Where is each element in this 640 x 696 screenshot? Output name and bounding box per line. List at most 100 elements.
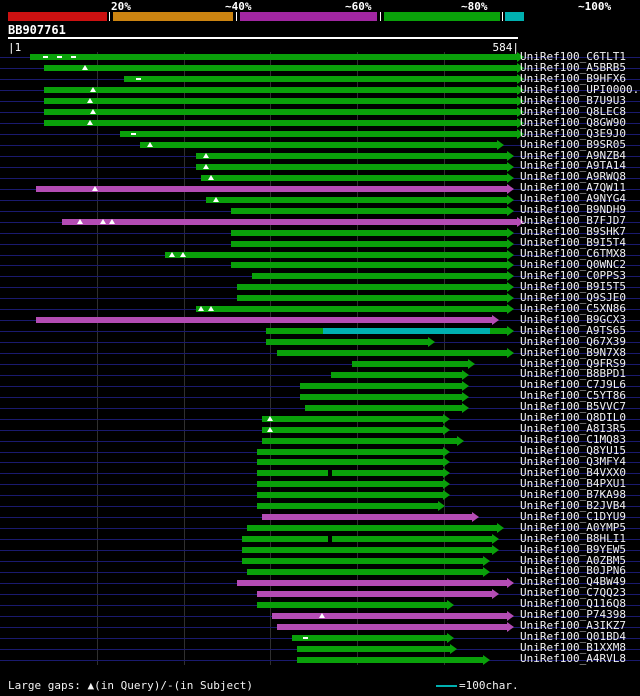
alignment-label[interactable]: UniRef100_C0PPS3 — [520, 268, 626, 282]
alignment-bar-segment[interactable] — [247, 525, 498, 532]
alignment-label[interactable]: UniRef100_Q116Q8 — [520, 597, 626, 611]
alignment-bar-segment[interactable] — [195, 163, 507, 170]
alignment-bar-segment[interactable] — [43, 87, 517, 94]
alignment-bar-segment[interactable] — [277, 623, 507, 630]
alignment-bar-segment[interactable] — [292, 634, 447, 641]
alignment-bar-segment[interactable] — [123, 76, 517, 83]
alignment-label[interactable]: UniRef100_B7KA98 — [520, 487, 626, 501]
alignment-bar-segment[interactable] — [29, 54, 517, 61]
alignment-label[interactable]: UniRef100_B9I5T4 — [520, 236, 626, 250]
alignment-bar-segment[interactable] — [200, 174, 507, 181]
alignment-bar-segment[interactable] — [231, 207, 507, 214]
alignment-bar-segment[interactable] — [299, 393, 463, 400]
alignment-label[interactable]: UniRef100_A9NYG4 — [520, 192, 626, 206]
alignment-label[interactable]: UniRef100_C1MQ83 — [520, 433, 626, 447]
alignment-label[interactable]: UniRef100_Q9SJE0 — [520, 290, 626, 304]
alignment-label[interactable]: UniRef100_A9TS65 — [520, 323, 626, 337]
alignment-bar-segment[interactable] — [261, 437, 458, 444]
alignment-bar-segment[interactable] — [43, 98, 517, 105]
alignment-label[interactable]: UniRef100_Q67X39 — [520, 334, 626, 348]
alignment-label[interactable]: UniRef100_B2JVB4 — [520, 498, 626, 512]
alignment-label[interactable]: UniRef100_B9N7X8 — [520, 345, 626, 359]
alignment-label[interactable]: UniRef100_B8HLI1 — [520, 531, 626, 545]
alignment-bar-segment[interactable] — [323, 328, 491, 335]
alignment-bar-segment[interactable] — [272, 612, 507, 619]
alignment-label[interactable]: UniRef100_A4RVL8 — [520, 652, 626, 666]
alignment-bar-segment[interactable] — [257, 470, 444, 477]
alignment-label[interactable]: UniRef100_A0YMP5 — [520, 520, 626, 534]
alignment-bar-segment[interactable] — [257, 601, 447, 608]
alignment-bar-segment[interactable] — [490, 328, 507, 335]
alignment-bar-segment[interactable] — [236, 295, 507, 302]
alignment-bar-segment[interactable] — [36, 317, 492, 324]
alignment-bar-segment[interactable] — [352, 360, 469, 367]
alignment-label[interactable]: UniRef100_Q8DIL0 — [520, 411, 626, 425]
alignment-label[interactable]: UniRef100_Q0WNC2 — [520, 257, 626, 271]
alignment-label[interactable]: UniRef100_Q3E9J0 — [520, 126, 626, 140]
alignment-bar-segment[interactable] — [231, 229, 507, 236]
alignment-label[interactable]: UniRef100_Q01BD4 — [520, 630, 626, 644]
alignment-bar-segment[interactable] — [236, 284, 507, 291]
alignment-bar-segment[interactable] — [241, 547, 492, 554]
alignment-bar-segment[interactable] — [43, 120, 517, 127]
alignment-bar-segment[interactable] — [231, 262, 507, 269]
alignment-label[interactable]: UniRef100_C7QQ23 — [520, 586, 626, 600]
alignment-label[interactable]: UniRef100_B7FJD7 — [520, 214, 626, 228]
alignment-bar-segment[interactable] — [195, 306, 507, 313]
alignment-bar-segment[interactable] — [257, 448, 444, 455]
alignment-bar-segment[interactable] — [231, 240, 507, 247]
alignment-label[interactable]: UniRef100_B9NDH9 — [520, 203, 626, 217]
alignment-bar-segment[interactable] — [331, 371, 463, 378]
alignment-bar-segment[interactable] — [257, 503, 438, 510]
alignment-label[interactable]: UniRef100_C7J9L6 — [520, 378, 626, 392]
alignment-label[interactable]: UniRef100_A3IKZ7 — [520, 619, 626, 633]
alignment-bar-segment[interactable] — [206, 196, 507, 203]
alignment-label[interactable]: UniRef100_C6TLT1 — [520, 50, 626, 63]
alignment-bar-segment[interactable] — [277, 350, 507, 357]
alignment-bar-segment[interactable] — [261, 426, 444, 433]
alignment-bar-segment[interactable] — [241, 536, 492, 543]
alignment-bar-segment[interactable] — [165, 251, 507, 258]
alignment-label[interactable]: UniRef100_UPI0000.. — [520, 82, 640, 96]
alignment-label[interactable]: UniRef100_B7U9U3 — [520, 93, 626, 107]
alignment-label[interactable]: UniRef100_Q3MFY4 — [520, 455, 626, 469]
alignment-bar-segment[interactable] — [297, 656, 484, 663]
alignment-label[interactable]: UniRef100_Q8LEC8 — [520, 104, 626, 118]
alignment-bar-segment[interactable] — [43, 65, 517, 72]
alignment-label[interactable]: UniRef100_B9HFX6 — [520, 71, 626, 85]
alignment-label[interactable]: UniRef100_Q4BW49 — [520, 575, 626, 589]
alignment-label[interactable]: UniRef100_P74398 — [520, 608, 626, 622]
alignment-label[interactable]: UniRef100_Q9FRS9 — [520, 356, 626, 370]
alignment-bar-segment[interactable] — [266, 328, 324, 335]
alignment-label[interactable]: UniRef100_C5XN86 — [520, 301, 626, 315]
alignment-label[interactable]: UniRef100_B9SHK7 — [520, 225, 626, 239]
alignment-bar-segment[interactable] — [261, 514, 472, 521]
alignment-bar-segment[interactable] — [140, 142, 498, 149]
alignment-bar-segment[interactable] — [297, 645, 451, 652]
alignment-bar-segment[interactable] — [305, 404, 463, 411]
alignment-bar-segment[interactable] — [120, 131, 517, 138]
alignment-label[interactable]: UniRef100_B8BPD1 — [520, 367, 626, 381]
alignment-bar-segment[interactable] — [236, 579, 507, 586]
alignment-label[interactable]: UniRef100_B9I5T5 — [520, 279, 626, 293]
alignment-bar-segment[interactable] — [241, 558, 484, 564]
alignment-bar-segment[interactable] — [62, 218, 517, 225]
alignment-bar-segment[interactable] — [266, 339, 428, 346]
alignment-label[interactable]: UniRef100_A5BRB5 — [520, 60, 626, 74]
alignment-label[interactable]: UniRef100_C1DYU9 — [520, 509, 626, 523]
alignment-label[interactable]: UniRef100_C6TMX8 — [520, 247, 626, 261]
alignment-label[interactable]: UniRef100_C5YT86 — [520, 389, 626, 403]
alignment-bar-segment[interactable] — [252, 273, 507, 280]
alignment-label[interactable]: UniRef100_B4VXX0 — [520, 465, 626, 479]
alignment-bar-segment[interactable] — [43, 109, 517, 116]
alignment-label[interactable]: UniRef100_A9RWQ8 — [520, 170, 626, 184]
alignment-bar-segment[interactable] — [257, 481, 444, 488]
alignment-label[interactable]: UniRef100_B1XXM8 — [520, 641, 626, 655]
alignment-label[interactable]: UniRef100_A9TA14 — [520, 159, 626, 173]
alignment-label[interactable]: UniRef100_A8I3R5 — [520, 422, 626, 436]
alignment-bar-segment[interactable] — [195, 152, 507, 159]
alignment-bar-segment[interactable] — [257, 492, 444, 499]
alignment-bar-segment[interactable] — [257, 459, 444, 466]
alignment-bar-segment[interactable] — [247, 568, 484, 575]
alignment-label[interactable]: UniRef100_B5VVC7 — [520, 400, 626, 414]
